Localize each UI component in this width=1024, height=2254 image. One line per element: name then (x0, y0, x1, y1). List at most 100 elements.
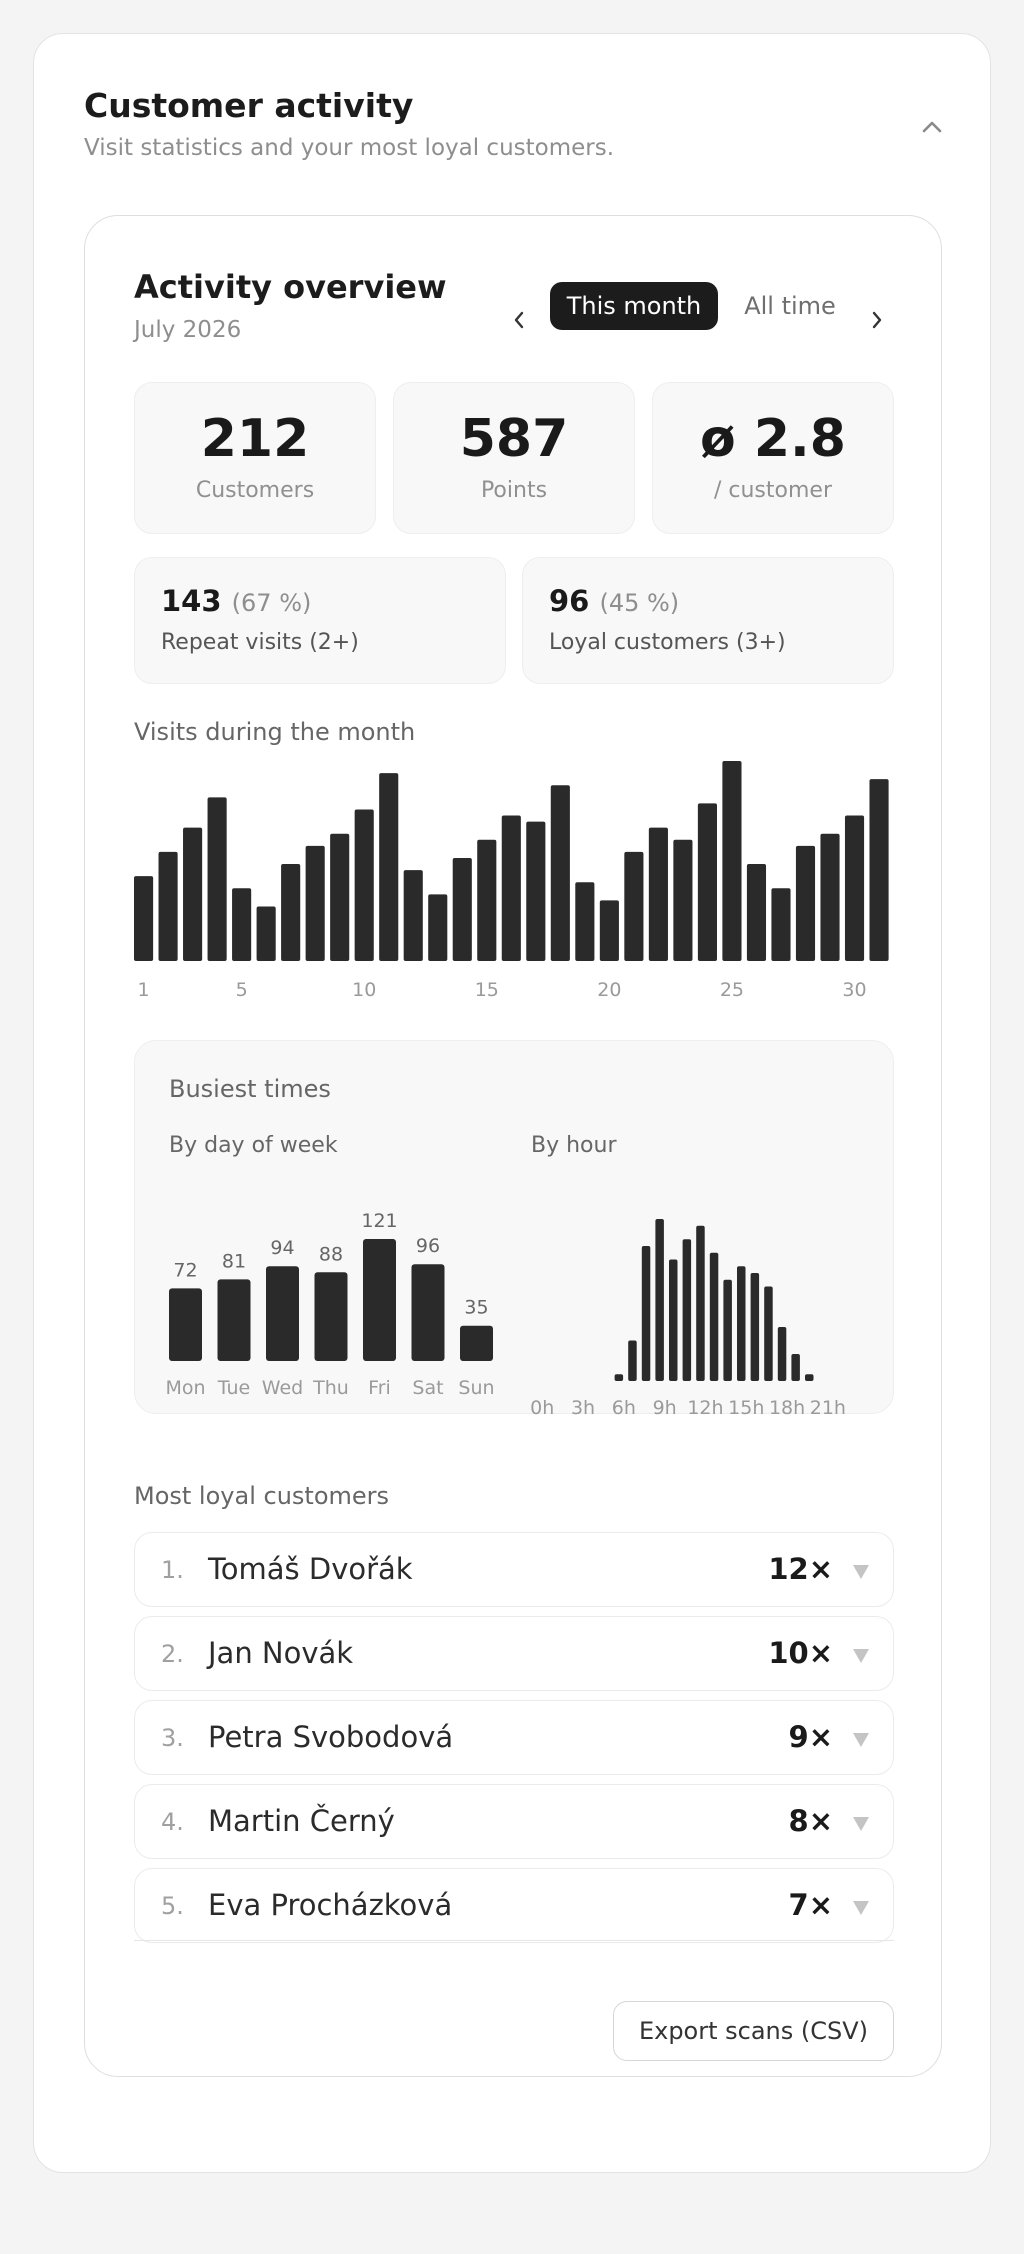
customer-rank: 1. (161, 1556, 184, 1584)
caret-down-icon[interactable] (851, 1898, 871, 1918)
x-tick-label: 25 (720, 979, 744, 1001)
bar (207, 797, 227, 961)
bar (648, 827, 668, 961)
bar (669, 1259, 678, 1381)
bar (722, 761, 742, 961)
data-label: 96 (416, 1235, 440, 1257)
repeat-percent: (67 %) (231, 589, 312, 617)
stat-value: ø 2.8 (700, 409, 846, 469)
repeat-label: Repeat visits (2+) (161, 630, 359, 655)
month-chart-title: Visits during the month (134, 718, 416, 746)
repeat-value-line: 143 (67 %) (161, 584, 311, 618)
overview-period: July 2026 (134, 317, 242, 343)
visit-count: 8× (788, 1804, 833, 1838)
stat-label: Customers (195, 478, 315, 503)
data-label: 88 (319, 1243, 343, 1265)
section-subtitle: Visit statistics and your most loyal cus… (84, 135, 615, 161)
bar (217, 1279, 251, 1361)
busiest-title: Busiest times (169, 1075, 331, 1103)
list-item[interactable]: 5. Eva Procházková 7× (134, 1868, 894, 1943)
bar (777, 1327, 787, 1381)
bar (452, 857, 472, 961)
bar (696, 1225, 705, 1381)
loyal-customers-card: 96 (45 %) Loyal customers (3+) (522, 557, 894, 684)
data-label: 81 (222, 1250, 246, 1272)
x-tick-label: Fri (368, 1377, 391, 1399)
bar (232, 888, 252, 961)
x-tick-label: 15h (728, 1397, 764, 1419)
bar (805, 1374, 814, 1381)
loyal-percent: (45 %) (599, 589, 680, 617)
customer-rank: 2. (161, 1640, 184, 1668)
list-item[interactable]: 1. Tomáš Dvořák 12× (134, 1532, 894, 1607)
bar (501, 815, 521, 961)
chevron-right-icon[interactable] (863, 300, 891, 340)
export-csv-button[interactable]: Export scans (CSV) (613, 2001, 894, 2061)
list-item[interactable]: 4. Martin Černý 8× (134, 1784, 894, 1859)
tab-all-time[interactable]: All time (744, 292, 836, 320)
bar (314, 1272, 348, 1361)
data-label: 121 (361, 1210, 397, 1232)
x-tick-label: 0h (530, 1397, 554, 1419)
stat-card-customers: 212 Customers (134, 382, 376, 534)
customer-rank: 3. (161, 1724, 184, 1752)
x-tick-label: Thu (312, 1377, 349, 1399)
bar (655, 1219, 664, 1381)
bar (599, 900, 619, 961)
customer-rank: 5. (161, 1892, 184, 1920)
bar (575, 882, 595, 961)
x-tick-label: Tue (217, 1377, 250, 1399)
tab-this-month[interactable]: This month (550, 282, 718, 330)
x-tick-label: Mon (165, 1377, 205, 1399)
bar (158, 851, 178, 961)
x-tick-label: 20 (597, 979, 621, 1001)
hour-chart-title: By hour (531, 1133, 617, 1158)
bar (169, 1288, 202, 1361)
list-item[interactable]: 3. Petra Svobodová 9× (134, 1700, 894, 1775)
customer-name: Tomáš Dvořák (208, 1552, 413, 1586)
x-tick-label: 18h (769, 1397, 805, 1419)
day-of-week-chart: 72 Mon 81 Tue 94 Wed 88 Thu 121 Fri 96 Sat 35 Sun (165, 1210, 494, 1399)
stat-card-average: ø 2.8 / customer (652, 382, 894, 534)
caret-down-icon[interactable] (851, 1646, 871, 1666)
stat-card-points: 587 Points (393, 382, 635, 534)
repeat-visits-card: 143 (67 %) Repeat visits (2+) (134, 557, 506, 684)
bar (723, 1279, 732, 1381)
caret-down-icon[interactable] (851, 1730, 871, 1750)
customer-rank: 4. (161, 1808, 184, 1836)
bar (614, 1374, 624, 1381)
bar (354, 809, 374, 961)
bar (526, 821, 546, 961)
caret-down-icon[interactable] (851, 1562, 871, 1582)
stat-value: 212 (200, 409, 310, 469)
bar (379, 773, 399, 961)
dow-chart-title: By day of week (169, 1133, 338, 1158)
bar (411, 1264, 445, 1361)
overview-title: Activity overview (134, 268, 447, 306)
list-item[interactable]: 2. Jan Novák 10× (134, 1616, 894, 1691)
bar (682, 1239, 692, 1381)
bar (737, 1266, 746, 1381)
chevron-left-icon[interactable] (505, 300, 533, 340)
stat-label: Points (480, 478, 548, 503)
visit-count: 7× (788, 1888, 833, 1922)
caret-down-icon[interactable] (851, 1814, 871, 1834)
data-label: 94 (270, 1237, 294, 1259)
divider (134, 1940, 894, 1941)
section-title: Customer activity (84, 86, 414, 125)
x-tick-label: 1 (138, 979, 150, 1001)
bar (844, 815, 865, 961)
bar (746, 864, 767, 961)
stat-label: / customer (713, 478, 832, 503)
x-tick-label: 15 (475, 979, 499, 1001)
bar (709, 1252, 719, 1381)
bar (477, 839, 497, 961)
bar (750, 1273, 760, 1381)
monthly-visits-chart: 1 5 10 15 20 25 30 (134, 761, 889, 1001)
x-tick-label: 21h (810, 1397, 846, 1419)
bar (256, 906, 276, 961)
by-hour-chart: 0h 3h 6h 9h 12h 15h 18h 21h (530, 1219, 846, 1419)
loyal-value-line: 96 (45 %) (549, 584, 679, 618)
bar (771, 888, 791, 961)
chevron-up-icon[interactable] (914, 109, 950, 145)
